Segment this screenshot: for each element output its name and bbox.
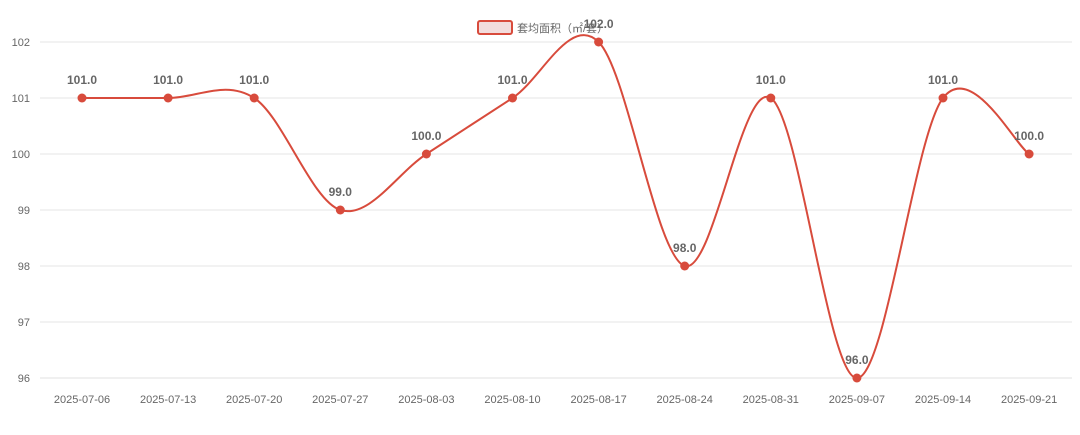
- data-label: 101.0: [153, 73, 183, 87]
- legend[interactable]: 套均面积（㎡/套）: [477, 20, 608, 35]
- data-point[interactable]: [594, 37, 604, 47]
- y-axis-ticks: 96 97 98 99 100 101 102: [12, 37, 30, 385]
- y-tick-label: 99: [18, 205, 30, 217]
- x-tick-label: 2025-09-14: [915, 394, 971, 406]
- x-tick-label: 2025-09-07: [829, 394, 885, 406]
- data-point[interactable]: [1024, 149, 1034, 159]
- x-tick-label: 2025-07-06: [54, 394, 110, 406]
- data-point[interactable]: [938, 93, 948, 103]
- data-point[interactable]: [680, 261, 690, 271]
- x-tick-label: 2025-07-20: [226, 394, 282, 406]
- data-label: 101.0: [239, 73, 269, 87]
- grid-lines: [40, 41, 1072, 379]
- data-label: 101.0: [497, 73, 527, 87]
- data-label: 100.0: [1014, 129, 1044, 143]
- data-label: 99.0: [329, 185, 353, 199]
- data-point[interactable]: [508, 93, 517, 103]
- y-tick-label: 100: [12, 149, 30, 161]
- data-point[interactable]: [852, 373, 862, 383]
- data-point[interactable]: [335, 205, 345, 215]
- x-tick-label: 2025-07-27: [312, 394, 368, 406]
- x-tick-label: 2025-08-03: [398, 394, 454, 406]
- data-point[interactable]: [163, 93, 173, 103]
- data-point[interactable]: [249, 93, 259, 103]
- data-label: 100.0: [411, 129, 441, 143]
- y-tick-label: 102: [12, 37, 30, 49]
- y-tick-label: 96: [18, 373, 30, 385]
- series-line: [82, 34, 1030, 380]
- x-tick-label: 2025-08-17: [570, 394, 626, 406]
- data-point[interactable]: [77, 93, 87, 103]
- x-tick-label: 2025-08-24: [657, 394, 713, 406]
- y-tick-label: 101: [12, 93, 30, 105]
- data-label: 98.0: [673, 241, 697, 255]
- x-axis-ticks: 2025-07-06 2025-07-13 2025-07-20 2025-07-27…: [54, 394, 1057, 406]
- data-point[interactable]: [766, 93, 776, 103]
- y-tick-label: 98: [18, 261, 30, 273]
- series-group: 101.0 101.0 101.0 99.0 100.0 101.0 102.0 98.0 10…: [67, 17, 1044, 383]
- data-point[interactable]: [421, 149, 431, 159]
- data-label: 101.0: [756, 73, 786, 87]
- x-tick-label: 2025-08-31: [743, 394, 799, 406]
- data-label: 96.0: [845, 353, 869, 367]
- legend-swatch[interactable]: [477, 20, 513, 35]
- x-tick-label: 2025-09-21: [1001, 394, 1057, 406]
- data-label: 102.0: [584, 17, 614, 31]
- x-tick-label: 2025-08-10: [484, 394, 540, 406]
- data-label: 101.0: [928, 73, 958, 87]
- y-tick-label: 97: [18, 317, 30, 329]
- x-tick-label: 2025-07-13: [140, 394, 196, 406]
- data-label: 101.0: [67, 73, 97, 87]
- legend-label[interactable]: 套均面积（㎡/套）: [517, 22, 608, 35]
